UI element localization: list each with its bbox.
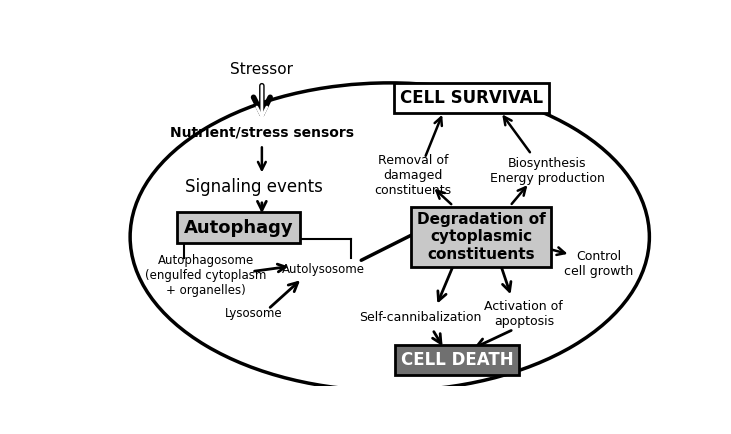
Text: Signaling events: Signaling events [185,178,323,196]
Text: Autolysosome: Autolysosome [282,263,366,276]
Text: Autophagosome
(engulfed cytoplasm
+ organelles): Autophagosome (engulfed cytoplasm + orga… [145,254,267,297]
Text: Autophagy: Autophagy [183,219,293,237]
Text: CELL DEATH: CELL DEATH [401,351,513,369]
Text: CELL SURVIVAL: CELL SURVIVAL [400,89,542,107]
Text: Lysosome: Lysosome [225,307,283,320]
Text: Activation of
apoptosis: Activation of apoptosis [485,300,563,328]
Text: Removal of
damaged
constituents: Removal of damaged constituents [374,154,452,197]
Text: Nutrient/stress sensors: Nutrient/stress sensors [170,126,354,140]
Text: Self-cannibalization: Self-cannibalization [360,311,482,324]
Text: Stressor: Stressor [230,62,293,76]
Text: Control
cell growth: Control cell growth [564,250,634,278]
Text: Biosynthesis
Energy production: Biosynthesis Energy production [490,158,605,185]
Text: Degradation of
cytoplasmic
constituents: Degradation of cytoplasmic constituents [417,212,545,262]
